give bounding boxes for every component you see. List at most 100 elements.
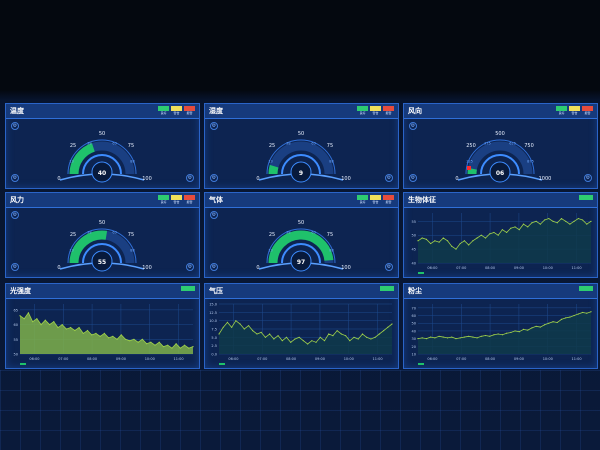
gauge-minor-tick-label: 38 xyxy=(87,142,91,146)
data-point xyxy=(527,226,529,228)
gauge-center xyxy=(489,161,511,183)
data-point xyxy=(260,331,262,333)
settings-icon[interactable]: ⚙ xyxy=(584,174,592,182)
legend-swatch xyxy=(357,195,368,200)
data-point xyxy=(514,226,516,228)
gauge: 9 0 25 50 75 100 13 38 63 88 xyxy=(256,131,351,183)
data-point xyxy=(103,332,105,335)
area-fill xyxy=(418,311,591,354)
data-point xyxy=(565,317,567,319)
data-point xyxy=(357,338,359,340)
data-point xyxy=(112,335,114,337)
settings-icon[interactable]: ⚙ xyxy=(210,263,218,271)
data-point xyxy=(137,341,139,343)
settings-icon[interactable]: ⚙ xyxy=(409,174,417,182)
data-point xyxy=(264,336,267,338)
data-point xyxy=(548,217,550,220)
data-point xyxy=(382,330,385,332)
gauge-tick-label: 25 xyxy=(70,143,76,149)
gauge-tick-label: 25 xyxy=(70,232,76,238)
x-tick-label: 10:00 xyxy=(543,266,553,270)
area-fill xyxy=(20,312,193,354)
data-point xyxy=(179,347,181,349)
x-tick-label: 09:00 xyxy=(116,357,126,361)
settings-icon[interactable]: ⚙ xyxy=(11,263,19,271)
data-point xyxy=(95,332,97,335)
settings-icon[interactable]: ⚙ xyxy=(210,174,218,182)
status-legend xyxy=(579,195,593,200)
data-point xyxy=(480,335,482,337)
settings-icon[interactable]: ⚙ xyxy=(385,263,393,271)
gauge-center xyxy=(290,250,312,272)
settings-icon[interactable]: ⚙ xyxy=(11,174,19,182)
y-tick-label: 10.0 xyxy=(209,319,217,323)
data-point xyxy=(586,223,588,225)
data-point xyxy=(61,323,63,326)
data-point xyxy=(577,217,579,220)
data-point xyxy=(421,237,423,239)
data-point xyxy=(74,329,76,332)
legend-swatch xyxy=(569,106,580,111)
data-point xyxy=(430,336,432,338)
data-point xyxy=(442,237,444,239)
data-point xyxy=(183,344,186,346)
area-fill xyxy=(418,218,591,263)
settings-icon[interactable]: ⚙ xyxy=(210,122,218,130)
legend-label: 报警 xyxy=(584,111,591,115)
data-point xyxy=(65,328,68,330)
legend-label: 良好 xyxy=(359,111,366,115)
settings-icon[interactable]: ⚙ xyxy=(186,174,194,182)
data-point xyxy=(535,220,537,222)
data-point xyxy=(476,237,478,239)
x-tick-label: 11:00 xyxy=(174,357,184,361)
legend-label: 报警 xyxy=(385,111,392,115)
data-point xyxy=(590,311,592,313)
data-point xyxy=(472,336,474,338)
status-legend xyxy=(579,286,593,291)
settings-icon[interactable]: ⚙ xyxy=(409,122,417,130)
gauge: 06 0 250 500 750 1000 125 375 625 875 xyxy=(455,131,551,183)
status-legend xyxy=(181,286,195,291)
area-chart: 40 45 50 55 06:00 07:00 08:00 09:00 10:00 11:00 xyxy=(412,213,592,274)
gauge-tick-label: 100 xyxy=(142,176,152,182)
x-tick-label: 10:00 xyxy=(344,357,354,361)
settings-icon[interactable]: ⚙ xyxy=(385,174,393,182)
y-tick-label: 10 xyxy=(412,353,416,357)
data-point xyxy=(539,326,541,328)
gauge-minor-tick-label: 13 xyxy=(268,248,272,252)
gauge-outer-ring xyxy=(266,228,336,264)
settings-icon[interactable]: ⚙ xyxy=(11,122,19,130)
gauge-center xyxy=(91,250,113,272)
settings-icon[interactable]: ⚙ xyxy=(186,263,194,271)
legend-swatch xyxy=(171,195,182,200)
gauge-minor-tick-label: 375 xyxy=(484,142,491,146)
settings-icon[interactable]: ⚙ xyxy=(11,211,19,219)
data-point xyxy=(569,223,571,225)
gauge-minor-tick-label: 38 xyxy=(286,231,290,235)
data-point xyxy=(501,334,503,336)
series-swatch xyxy=(181,286,195,291)
data-point xyxy=(463,240,466,242)
x-tick-label: 09:00 xyxy=(514,357,524,361)
series-swatch xyxy=(380,286,394,291)
data-point xyxy=(573,220,575,222)
data-point xyxy=(577,313,579,315)
y-tick-label: 5.0 xyxy=(211,336,217,340)
data-point xyxy=(489,335,491,337)
data-point xyxy=(442,336,444,338)
gauge-minor-tick-label: 63 xyxy=(112,142,116,146)
data-point xyxy=(366,336,368,338)
x-tick-label: 08:00 xyxy=(485,357,495,361)
panel-header: 气体 良好 警告 报警 xyxy=(205,193,398,208)
data-point xyxy=(154,344,156,346)
panel-header: 湿度 良好 警告 报警 xyxy=(205,104,398,119)
y-tick-label: 55 xyxy=(412,220,416,224)
data-point xyxy=(459,242,461,245)
y-tick-label: 50 xyxy=(412,322,416,326)
area-chart: 10 20 30 40 50 60 70 06:00 07:00 08:00 09:00 10:00 1… xyxy=(412,304,592,365)
data-point xyxy=(32,321,34,323)
x-tick-label: 07:00 xyxy=(456,266,466,270)
data-point xyxy=(374,336,376,338)
settings-icon[interactable]: ⚙ xyxy=(210,211,218,219)
gauge-tick-label: 0 xyxy=(57,176,60,182)
